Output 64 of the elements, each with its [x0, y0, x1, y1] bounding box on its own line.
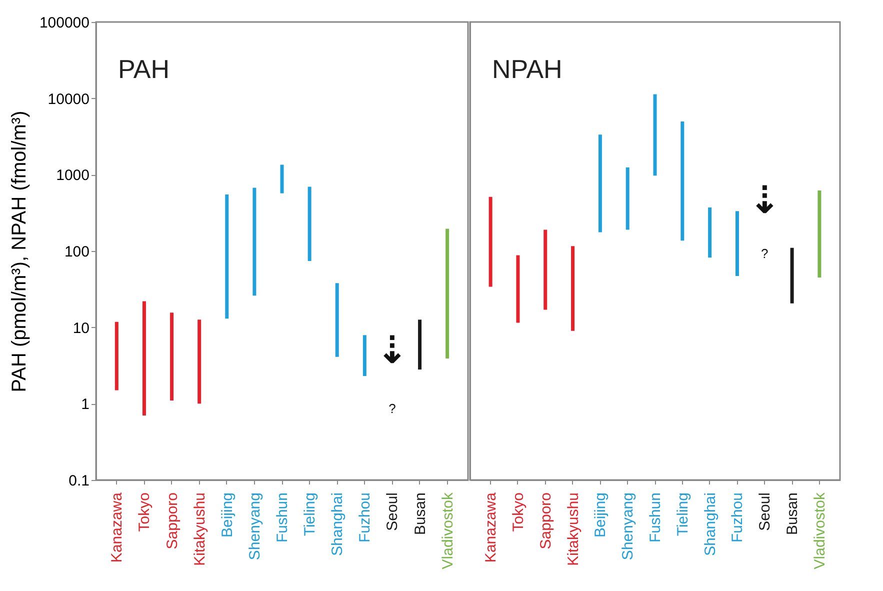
- annotation: ?: [761, 246, 768, 261]
- bar: [362, 335, 366, 376]
- bar: [516, 255, 520, 323]
- y-tick-label: 1000: [56, 167, 90, 184]
- x-tick-label: Beijing: [218, 492, 236, 538]
- y-tick-label: 1: [81, 396, 90, 414]
- y-tick-label: 100: [64, 244, 90, 260]
- text: NPAH: [492, 54, 562, 84]
- bar: [488, 196, 492, 287]
- bar: [446, 228, 450, 359]
- x-tick-label: Kanazawa: [108, 492, 126, 563]
- bar: [198, 320, 202, 404]
- text: PAH: [118, 54, 170, 84]
- x-tick-label: Vladivostok: [811, 492, 828, 570]
- x-tick-label: Fuzhou: [356, 492, 374, 543]
- x-tick-label: Seoul: [756, 492, 774, 531]
- x-tick-label: Vladivostok: [439, 492, 456, 570]
- x-tick-label: Kitakyushu: [191, 492, 208, 566]
- bar: [571, 246, 575, 331]
- bar: [653, 94, 657, 176]
- y-tick-label: 10: [72, 320, 90, 337]
- x-tick-label: Fushun: [274, 492, 291, 543]
- y-tick-label: 100000: [39, 14, 90, 32]
- bar: [735, 211, 739, 276]
- x-tick-label: Fuzhou: [729, 492, 746, 543]
- x-tick-label: Shenyang: [620, 492, 637, 560]
- x-tick-label: Sapporo: [164, 492, 181, 550]
- x-tick-label: Tokyo: [510, 492, 527, 532]
- bar: [114, 322, 118, 390]
- x-tick-label: Busan: [784, 492, 802, 536]
- bar: [280, 164, 284, 194]
- bar: [790, 248, 794, 304]
- x-tick-label: Tokyo: [136, 492, 154, 532]
- bar: [142, 301, 146, 416]
- x-tick-label: Seoul: [384, 492, 402, 531]
- bar: [335, 283, 339, 357]
- bar: [626, 167, 630, 230]
- x-tick-label: Shanghai: [329, 492, 346, 556]
- y-axis-title: PAH (pmol/m³), NPAH (fmol/m³): [8, 110, 30, 392]
- bar: [170, 312, 174, 401]
- x-tick-label: Busan: [412, 492, 429, 536]
- x-tick-label: Shenyang: [246, 492, 264, 560]
- x-tick-label: Tieling: [674, 492, 692, 536]
- x-tick-label: Sapporo: [537, 492, 554, 550]
- bar: [225, 194, 229, 319]
- x-tick-label: Beijing: [592, 492, 610, 538]
- y-tick-label: 10000: [48, 90, 90, 108]
- x-tick-label: Kanazawa: [482, 492, 500, 563]
- bar: [598, 134, 602, 232]
- annotation: ?: [388, 401, 396, 416]
- bar: [818, 190, 822, 278]
- annotation: ⇣: [748, 178, 781, 222]
- x-tick-label: Tieling: [302, 492, 319, 536]
- y-tick-label: 0.1: [68, 472, 90, 490]
- bar: [252, 188, 256, 296]
- bar: [708, 207, 712, 258]
- bar: [680, 122, 684, 241]
- x-tick-label: Fushun: [647, 492, 664, 543]
- x-tick-label: Shanghai: [702, 492, 719, 556]
- annotation: ⇣: [376, 328, 408, 372]
- x-tick-label: Kitakyushu: [564, 492, 582, 566]
- bar: [308, 186, 312, 261]
- bar: [544, 230, 548, 310]
- bar: [418, 320, 422, 370]
